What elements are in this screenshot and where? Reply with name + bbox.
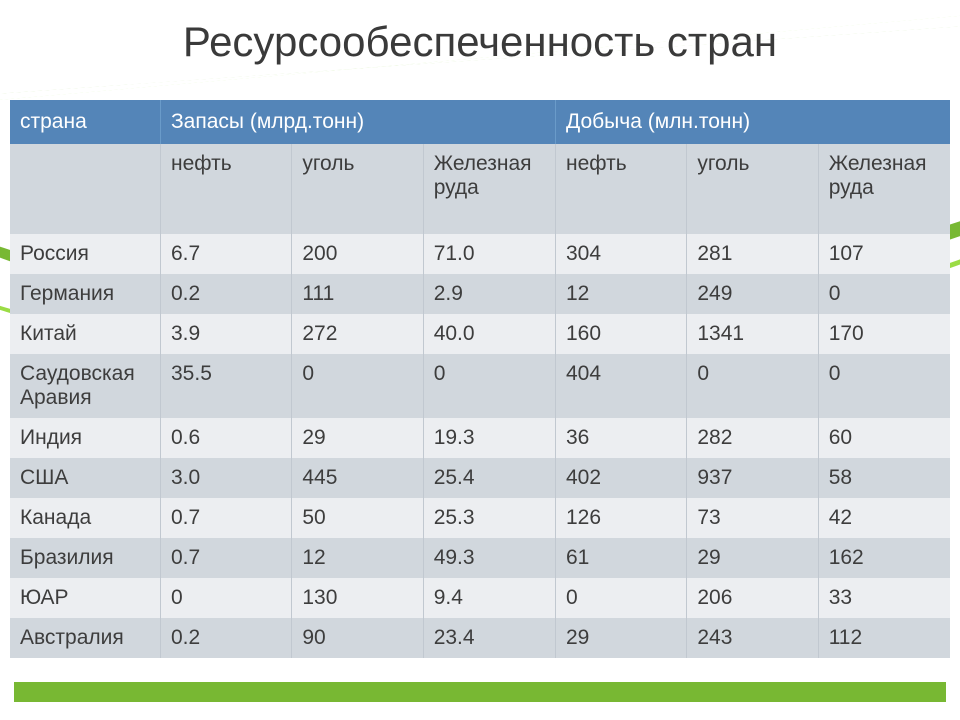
cell-p_coal: 937 xyxy=(687,458,818,498)
h2-coal1: уголь xyxy=(292,144,423,234)
cell-r_oil: 3.9 xyxy=(161,314,292,354)
cell-p_iron: 58 xyxy=(818,458,950,498)
cell-country: Китай xyxy=(10,314,161,354)
cell-p_oil: 61 xyxy=(556,538,687,578)
cell-r_iron: 25.3 xyxy=(423,498,555,538)
cell-r_oil: 0 xyxy=(161,578,292,618)
h2-oil2: нефть xyxy=(556,144,687,234)
header-row-2: нефть уголь Железная руда нефть уголь Же… xyxy=(10,144,950,234)
cell-p_iron: 60 xyxy=(818,418,950,458)
header-row-1: страна Запасы (млрд.тонн) Добыча (млн.то… xyxy=(10,100,950,144)
cell-r_iron: 9.4 xyxy=(423,578,555,618)
decor-bottom-bar xyxy=(14,682,946,702)
cell-r_iron: 19.3 xyxy=(423,418,555,458)
cell-p_oil: 0 xyxy=(556,578,687,618)
cell-p_iron: 33 xyxy=(818,578,950,618)
cell-r_oil: 0.7 xyxy=(161,538,292,578)
cell-p_oil: 404 xyxy=(556,354,687,418)
col-country: страна xyxy=(10,100,161,144)
cell-r_coal: 0 xyxy=(292,354,423,418)
cell-r_coal: 200 xyxy=(292,234,423,274)
cell-p_iron: 42 xyxy=(818,498,950,538)
cell-r_coal: 111 xyxy=(292,274,423,314)
h2-blank xyxy=(10,144,161,234)
cell-p_iron: 107 xyxy=(818,234,950,274)
col-reserves: Запасы (млрд.тонн) xyxy=(161,100,556,144)
cell-p_coal: 281 xyxy=(687,234,818,274)
cell-r_coal: 12 xyxy=(292,538,423,578)
cell-r_iron: 40.0 xyxy=(423,314,555,354)
cell-r_iron: 2.9 xyxy=(423,274,555,314)
cell-p_iron: 112 xyxy=(818,618,950,658)
table-row: Россия6.720071.0304281107 xyxy=(10,234,950,274)
cell-r_coal: 272 xyxy=(292,314,423,354)
cell-p_coal: 249 xyxy=(687,274,818,314)
cell-p_oil: 36 xyxy=(556,418,687,458)
table-row: США3.044525.440293758 xyxy=(10,458,950,498)
table-row: Саудовская Аравия35.50040400 xyxy=(10,354,950,418)
cell-country: США xyxy=(10,458,161,498)
cell-p_coal: 243 xyxy=(687,618,818,658)
slide-title: Ресурсообеспеченность стран xyxy=(0,18,960,66)
cell-p_oil: 12 xyxy=(556,274,687,314)
cell-country: Австралия xyxy=(10,618,161,658)
cell-r_oil: 6.7 xyxy=(161,234,292,274)
cell-p_coal: 1341 xyxy=(687,314,818,354)
cell-p_oil: 160 xyxy=(556,314,687,354)
table-row: Канада0.75025.31267342 xyxy=(10,498,950,538)
cell-r_oil: 0.2 xyxy=(161,274,292,314)
table-body: Россия6.720071.0304281107Германия0.21112… xyxy=(10,234,950,658)
cell-p_oil: 402 xyxy=(556,458,687,498)
cell-p_coal: 206 xyxy=(687,578,818,618)
h2-coal2: уголь xyxy=(687,144,818,234)
cell-p_iron: 170 xyxy=(818,314,950,354)
cell-r_oil: 0.6 xyxy=(161,418,292,458)
h2-iron1: Железная руда xyxy=(423,144,555,234)
cell-p_oil: 304 xyxy=(556,234,687,274)
col-production: Добыча (млн.тонн) xyxy=(556,100,951,144)
cell-p_coal: 0 xyxy=(687,354,818,418)
cell-r_oil: 3.0 xyxy=(161,458,292,498)
cell-country: Саудовская Аравия xyxy=(10,354,161,418)
resource-table: страна Запасы (млрд.тонн) Добыча (млн.то… xyxy=(10,100,950,658)
cell-country: Индия xyxy=(10,418,161,458)
cell-r_iron: 23.4 xyxy=(423,618,555,658)
cell-country: Германия xyxy=(10,274,161,314)
h2-oil1: нефть xyxy=(161,144,292,234)
cell-r_coal: 445 xyxy=(292,458,423,498)
cell-country: ЮАР xyxy=(10,578,161,618)
cell-r_iron: 71.0 xyxy=(423,234,555,274)
cell-p_iron: 0 xyxy=(818,354,950,418)
resource-table-wrap: страна Запасы (млрд.тонн) Добыча (млн.то… xyxy=(10,100,950,658)
cell-p_oil: 29 xyxy=(556,618,687,658)
cell-p_coal: 282 xyxy=(687,418,818,458)
cell-r_iron: 49.3 xyxy=(423,538,555,578)
cell-r_coal: 90 xyxy=(292,618,423,658)
cell-p_iron: 162 xyxy=(818,538,950,578)
cell-p_coal: 73 xyxy=(687,498,818,538)
cell-r_coal: 130 xyxy=(292,578,423,618)
cell-p_coal: 29 xyxy=(687,538,818,578)
table-row: Австралия0.29023.429243112 xyxy=(10,618,950,658)
table-row: ЮАР01309.4020633 xyxy=(10,578,950,618)
cell-r_coal: 50 xyxy=(292,498,423,538)
table-row: Германия0.21112.9122490 xyxy=(10,274,950,314)
cell-country: Бразилия xyxy=(10,538,161,578)
cell-r_coal: 29 xyxy=(292,418,423,458)
cell-p_oil: 126 xyxy=(556,498,687,538)
cell-country: Россия xyxy=(10,234,161,274)
cell-r_iron: 25.4 xyxy=(423,458,555,498)
table-row: Бразилия0.71249.36129162 xyxy=(10,538,950,578)
cell-p_iron: 0 xyxy=(818,274,950,314)
table-row: Китай3.927240.01601341170 xyxy=(10,314,950,354)
cell-r_iron: 0 xyxy=(423,354,555,418)
cell-r_oil: 35.5 xyxy=(161,354,292,418)
cell-r_oil: 0.2 xyxy=(161,618,292,658)
table-row: Индия0.62919.33628260 xyxy=(10,418,950,458)
slide: Ресурсообеспеченность стран страна Запас… xyxy=(0,0,960,720)
cell-r_oil: 0.7 xyxy=(161,498,292,538)
cell-country: Канада xyxy=(10,498,161,538)
h2-iron2: Железная руда xyxy=(818,144,950,234)
